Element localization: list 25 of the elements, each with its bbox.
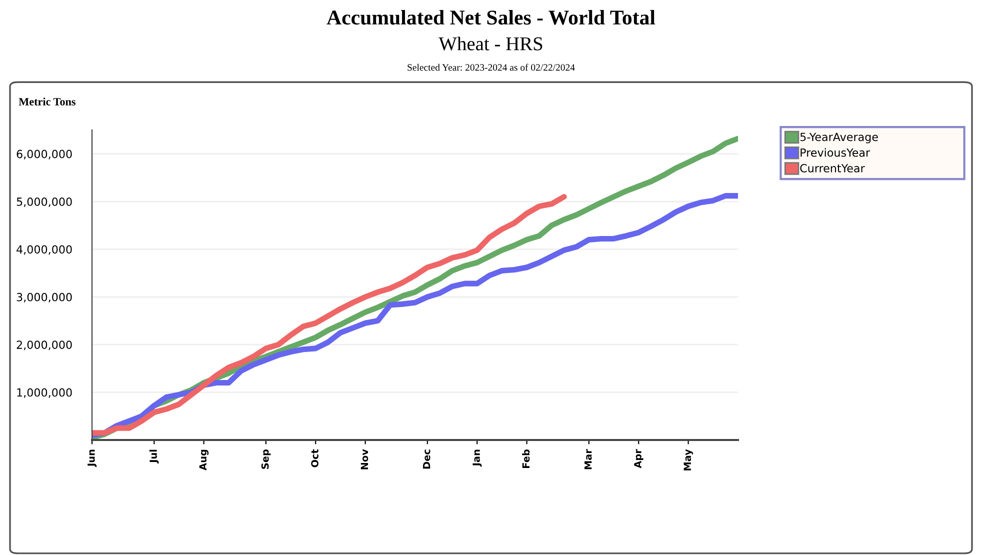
x-tick-label: Mar (584, 449, 592, 470)
x-tick-label: Jul (149, 450, 159, 464)
legend-label: CurrentYear (800, 164, 865, 172)
x-tick-label: Nov (360, 449, 368, 470)
x-tick-label: Apr (634, 449, 644, 468)
y-tick-label: 4,000,000 (16, 245, 72, 255)
x-tick-label: Jun (88, 450, 97, 468)
y-tick-label: 3,000,000 (16, 292, 72, 302)
chart-title: Accumulated Net Sales - World Total (326, 10, 656, 25)
x-tick-label: Aug (199, 450, 209, 470)
y-tick-label: 2,000,000 (16, 340, 72, 350)
legend-label: PreviousYear (800, 148, 870, 157)
y-tick-label: 1,000,000 (17, 388, 72, 398)
y-axis-title: Metric Tons (18, 98, 76, 106)
x-tick-label: Feb (522, 449, 530, 468)
x-tick-label: May (684, 449, 693, 470)
legend-label: 5-YearAverage (800, 132, 878, 144)
x-tick-label: Dec (423, 450, 430, 469)
text: Selected Year: 2023-2024 as of 02/22/2024 (408, 64, 575, 71)
chart-subtitle: Wheat - HRS (438, 36, 542, 50)
x-tick-label: Jan (472, 450, 482, 467)
y-tick-label: 5,000,000 (16, 198, 72, 208)
x-tick-label: Oct (311, 449, 318, 468)
x-tick-label: Sep (261, 449, 271, 469)
y-tick-label: 6,000,000 (16, 150, 72, 160)
